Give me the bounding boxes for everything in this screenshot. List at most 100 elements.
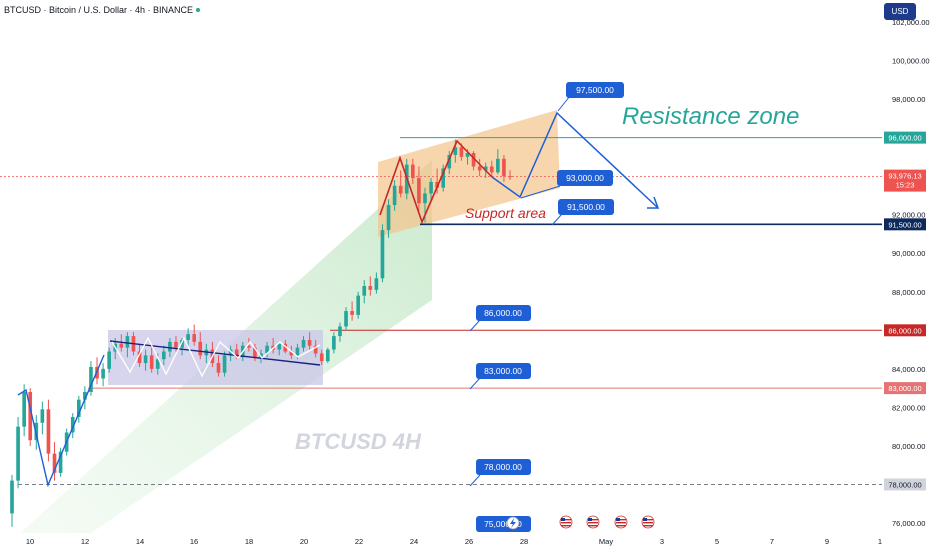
candle-body: [496, 158, 500, 173]
price-badge-text: 91,500.00: [888, 220, 921, 229]
candle-body: [180, 339, 184, 348]
candle-body: [52, 453, 57, 473]
candle-body: [119, 343, 124, 348]
candle-body: [417, 178, 421, 204]
x-axis-tick-label: 12: [81, 537, 89, 546]
x-axis-tick-label: 26: [465, 537, 473, 546]
candle-body: [216, 363, 221, 373]
us-flag-icon[interactable]: [641, 515, 655, 529]
candle-body: [222, 355, 227, 373]
y-axis-tick-label: 80,000.00: [892, 442, 925, 451]
callout-75000-text: 75,000.00: [484, 519, 522, 529]
candle-body: [489, 166, 494, 173]
candle-body: [40, 409, 45, 423]
y-axis-tick-label: 98,000.00: [892, 95, 925, 104]
candle-body: [89, 366, 93, 392]
price-axis[interactable]: [882, 0, 932, 550]
y-axis-tick-label: 84,000.00: [892, 365, 925, 374]
us-flag-icon[interactable]: [586, 515, 600, 529]
candle-body: [22, 391, 26, 427]
candle-body: [508, 176, 512, 178]
x-axis-tick-label: 22: [355, 537, 363, 546]
candle-body: [307, 339, 312, 346]
candle-body: [325, 349, 330, 362]
candle-body: [76, 399, 81, 418]
candle-body: [58, 451, 63, 473]
support-area-label: Support area: [465, 205, 546, 221]
callout-78000-text: 78,000.00: [484, 462, 522, 472]
candle-body: [253, 347, 257, 358]
candle-body: [107, 351, 111, 369]
candle-body: [137, 351, 142, 364]
x-axis-tick-label: 24: [410, 537, 418, 546]
currency-button[interactable]: USD: [884, 3, 916, 20]
candle-body: [70, 417, 75, 433]
y-axis-tick-label: 100,000.00: [892, 57, 930, 66]
x-axis-tick-label: 1: [878, 537, 882, 546]
candle-body: [174, 341, 178, 348]
candle-body: [350, 311, 354, 315]
callout-97500: 97,500.00: [557, 82, 624, 112]
time-axis[interactable]: [0, 533, 882, 550]
callout-97500-text: 97,500.00: [576, 85, 614, 95]
candle-body: [356, 295, 360, 315]
price-badge-text: 78,000.00: [888, 480, 921, 489]
x-axis-tick-label: 16: [190, 537, 198, 546]
candle-body: [83, 391, 87, 400]
symbol-title-text: BTCUSD · Bitcoin / U.S. Dollar · 4h · BI…: [4, 5, 194, 15]
candle-body: [362, 285, 367, 296]
candle-body: [301, 339, 306, 348]
candle-body: [143, 355, 148, 364]
current-price-badge: 93,976.13 15:23: [884, 169, 926, 192]
consolidation-wave-drawing: [111, 336, 321, 378]
x-axis-tick-label: 18: [245, 537, 253, 546]
candle-body: [477, 166, 482, 171]
price-badge-text: 83,000.00: [888, 384, 921, 393]
callout-78000: 78,000.00: [469, 459, 531, 487]
candle-body: [471, 153, 476, 167]
us-flag-icon[interactable]: [614, 515, 628, 529]
candle-body: [441, 168, 446, 188]
zigzag-channel-drawing: [379, 139, 493, 225]
candle-body: [423, 193, 427, 204]
candle-body: [168, 341, 172, 352]
x-axis-tick-label: 9: [825, 537, 829, 546]
candle-body: [186, 334, 190, 340]
y-axis-tick-label: 90,000.00: [892, 249, 925, 258]
candle-body: [283, 343, 288, 352]
candle-body: [259, 353, 263, 358]
symbol-title[interactable]: BTCUSD · Bitcoin / U.S. Dollar · 4h · BI…: [4, 5, 203, 15]
x-axis-tick-label: 20: [300, 537, 308, 546]
candle-body: [228, 349, 233, 356]
candle-body: [453, 147, 458, 155]
candle-body: [198, 341, 203, 356]
y-axis-tick-label: 82,000.00: [892, 403, 925, 412]
callout-83000: 83,000.00: [469, 363, 531, 390]
callout-91500: 91,500.00: [551, 199, 614, 226]
candle-body: [295, 347, 300, 356]
candle-body: [319, 353, 324, 362]
y-axis-tick-label: 92,000.00: [892, 211, 925, 220]
candle-body: [465, 153, 470, 157]
price-badge: [884, 131, 926, 144]
x-axis-tick-label: 14: [136, 537, 144, 546]
candle-body: [398, 185, 403, 194]
candle-body: [344, 311, 348, 327]
us-flag-icon[interactable]: [559, 515, 573, 529]
forecast-arrowhead: [647, 196, 660, 209]
candle-body: [16, 426, 20, 481]
forecast-path-drawing: [491, 111, 659, 209]
candle-body: [502, 158, 506, 177]
candle-body: [386, 205, 391, 231]
current-price-text: 93,976.13: [888, 172, 921, 181]
candle-body: [374, 278, 379, 290]
ascending-channel-zone: [378, 110, 560, 237]
candle-body: [162, 351, 166, 360]
x-axis-tick-label: 10: [26, 537, 34, 546]
x-axis-tick-label: 28: [520, 537, 528, 546]
candle-body: [265, 345, 269, 354]
candle-body: [338, 326, 342, 337]
candle-body: [234, 349, 239, 358]
